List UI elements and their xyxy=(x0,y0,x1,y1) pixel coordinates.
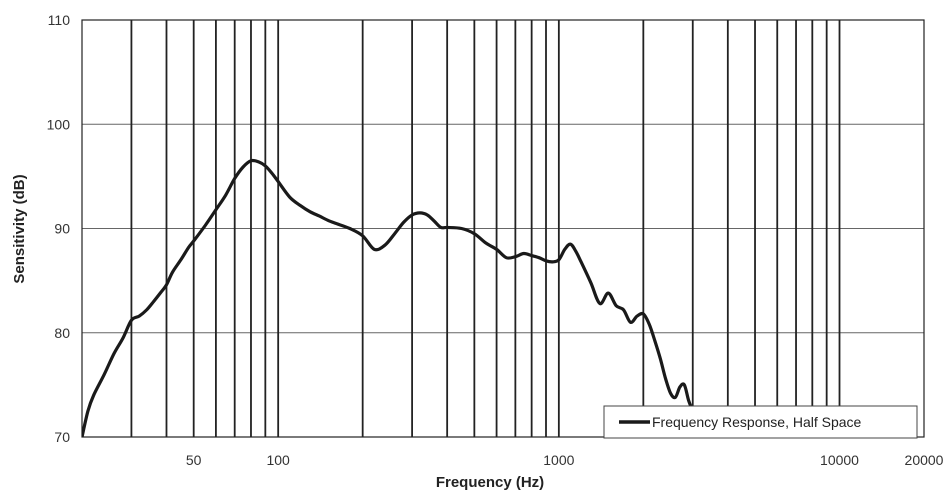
y-tick-label: 100 xyxy=(47,116,71,132)
y-tick-label: 110 xyxy=(48,12,71,28)
y-axis-title: Sensitivity (dB) xyxy=(11,174,28,283)
x-tick-label: 100 xyxy=(266,452,290,468)
x-tick-label: 20000 xyxy=(905,452,944,468)
series-line xyxy=(82,158,699,437)
legend-label: Frequency Response, Half Space xyxy=(652,414,862,430)
x-tick-label: 10000 xyxy=(820,452,859,468)
x-tick-label: 50 xyxy=(186,452,202,468)
x-axis-title: Frequency (Hz) xyxy=(436,474,544,491)
legend-box xyxy=(603,405,918,439)
y-tick-label: 70 xyxy=(54,429,70,445)
x-tick-labels: 50 100 1000 10000 20000 xyxy=(186,452,944,468)
plot-frame xyxy=(81,19,925,438)
x-tick-label: 1000 xyxy=(543,452,574,468)
series-layer xyxy=(82,158,699,437)
y-tick-label: 80 xyxy=(54,325,70,341)
legend: Frequency Response, Half Space xyxy=(603,405,918,439)
vertical-gridlines xyxy=(130,20,841,437)
y-tick-labels: 70 80 90 100 110 xyxy=(47,12,71,445)
y-tick-label: 90 xyxy=(54,221,70,237)
horizontal-gridlines xyxy=(82,19,924,438)
